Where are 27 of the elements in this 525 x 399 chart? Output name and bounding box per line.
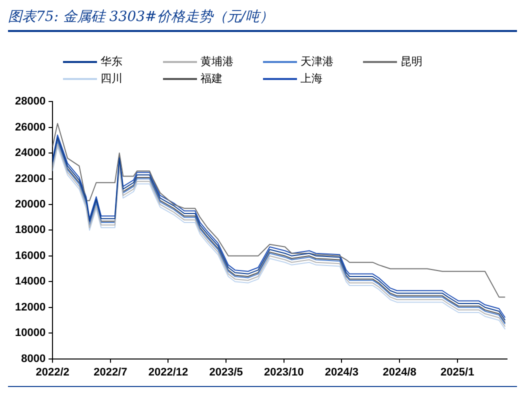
y-tick-label: 14000 bbox=[14, 276, 46, 288]
y-tick-label: 26000 bbox=[14, 121, 46, 134]
x-tick-label: 2023/5 bbox=[209, 366, 243, 378]
y-tick-label: 12000 bbox=[14, 301, 46, 314]
chart-title: 图表75: 金属硅 3303#价格走势（元/吨） bbox=[8, 8, 517, 32]
y-tick-label: 24000 bbox=[14, 147, 46, 160]
y-tick-label: 8000 bbox=[21, 352, 46, 365]
legend-label: 昆明 bbox=[400, 54, 422, 69]
y-tick-label: 20000 bbox=[14, 198, 46, 211]
x-tick-label: 2022/2 bbox=[36, 366, 70, 378]
legend-label: 黄埔港 bbox=[200, 54, 234, 69]
legend-label: 上海 bbox=[300, 71, 322, 86]
x-tick-label: 2025/1 bbox=[440, 366, 474, 378]
x-tick-label: 2024/8 bbox=[382, 366, 416, 378]
y-tick-label: 18000 bbox=[14, 224, 46, 236]
legend-label: 福建 bbox=[200, 71, 222, 86]
legend-label: 天津港 bbox=[300, 54, 334, 69]
x-tick-label: 2022/7 bbox=[94, 366, 128, 378]
y-tick-label: 22000 bbox=[14, 172, 46, 185]
y-tick-label: 16000 bbox=[14, 250, 46, 262]
legend-label: 四川 bbox=[100, 71, 122, 86]
x-tick-label: 2024/3 bbox=[324, 366, 359, 378]
x-tick-label: 2022/12 bbox=[148, 366, 188, 378]
x-tick-label: 2023/10 bbox=[264, 366, 304, 378]
legend-label: 华东 bbox=[100, 54, 122, 69]
y-tick-label: 10000 bbox=[14, 327, 46, 340]
y-tick-label: 28000 bbox=[14, 96, 46, 108]
